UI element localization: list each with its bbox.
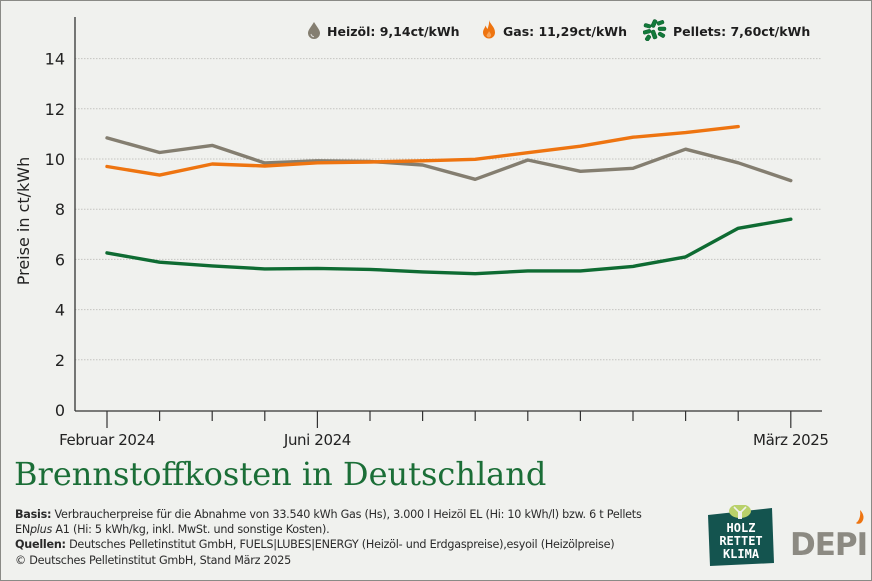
enplus-prefix: EN	[15, 523, 30, 537]
y-tick-labels: 0 2 4 6 8 10 12 14	[45, 50, 65, 420]
logo-background	[708, 508, 774, 566]
y-tick-label: 10	[45, 150, 65, 169]
basis-note: Basis: Verbraucherpreise für die Abnahme…	[15, 507, 705, 522]
legend-item-gas: Gas: 11,29ct/kWh	[481, 18, 627, 44]
series-line-pellets	[105, 217, 793, 276]
depi-logo: DEPI	[790, 505, 870, 566]
x-tick-label: Februar 2024	[59, 431, 155, 449]
legend-label-heizoel: Heizöl: 9,14ct/kWh	[327, 23, 460, 39]
enplus-suffix: A1 (Hi: 5 kWh/kg, inkl. MwSt. und sonsti…	[52, 523, 330, 537]
sources-note: Quellen: Deutsches Pelletinstitut GmbH, …	[15, 537, 705, 552]
y-tick-label: 4	[55, 301, 65, 320]
logo-text-holz: HOLZ	[727, 521, 756, 535]
enplus-italic: plus	[29, 523, 53, 537]
y-tick-label: 0	[55, 401, 65, 420]
y-tick-label: 2	[55, 351, 65, 370]
y-axis-label: Preise in ct/kWh	[14, 157, 33, 286]
flame-icon	[856, 510, 864, 524]
legend-item-pellets: Pellets: 7,60ct/kWh	[642, 18, 811, 44]
basis-text: Verbraucherpreise für die Abnahme von 33…	[51, 508, 642, 521]
y-tick-label: 6	[55, 250, 65, 269]
sources-label: Quellen:	[15, 538, 66, 552]
y-tick-label: 12	[45, 100, 65, 119]
x-tick-label: Juni 2024	[283, 431, 351, 449]
series-line-heizoel	[105, 136, 793, 183]
sources-text: Deutsches Pelletinstitut GmbH, FUELS|LUB…	[65, 538, 615, 552]
basis-note-continued: ENplus A1 (Hi: 5 kWh/kg, inkl. MwSt. und…	[15, 522, 705, 537]
y-tick-label: 14	[45, 50, 65, 69]
holz-rettet-klima-logo: HOLZ RETTET KLIMA	[704, 504, 776, 572]
pellets-icon	[642, 18, 667, 44]
copyright-note: © Deutsches Pelletinstitut GmbH, Stand M…	[15, 553, 292, 567]
logo-text-rettet: RETTET	[719, 534, 762, 548]
line-chart: 0 2 4 6 8 10 12 14 Februar 2024 Juni 2024 März 20…	[14, 17, 829, 449]
footnotes: Basis: Verbraucherpreise für die Abnahme…	[15, 507, 705, 568]
grid-lines	[75, 58, 822, 361]
depi-wordmark: DEPI	[790, 527, 867, 561]
legend-item-heizoel: Heizöl: 9,14ct/kWh	[307, 18, 460, 44]
chart-title: Brennstoffkosten in Deutschland	[14, 455, 547, 493]
axes	[74, 17, 822, 412]
legend-label-gas: Gas: 11,29ct/kWh	[503, 23, 627, 39]
oil-drop-icon	[307, 21, 321, 42]
tree-icon	[729, 504, 751, 519]
series-lines	[105, 124, 793, 276]
y-tick-label: 8	[55, 200, 65, 219]
series-line-gas	[105, 124, 740, 177]
logo-text-klima: KLIMA	[723, 547, 760, 561]
basis-label: Basis:	[15, 508, 52, 521]
flame-icon	[481, 19, 497, 43]
legend-label-pellets: Pellets: 7,60ct/kWh	[673, 23, 811, 39]
x-ticks: Februar 2024 Juni 2024 März 2025	[59, 411, 829, 449]
x-tick-label: März 2025	[753, 431, 829, 449]
